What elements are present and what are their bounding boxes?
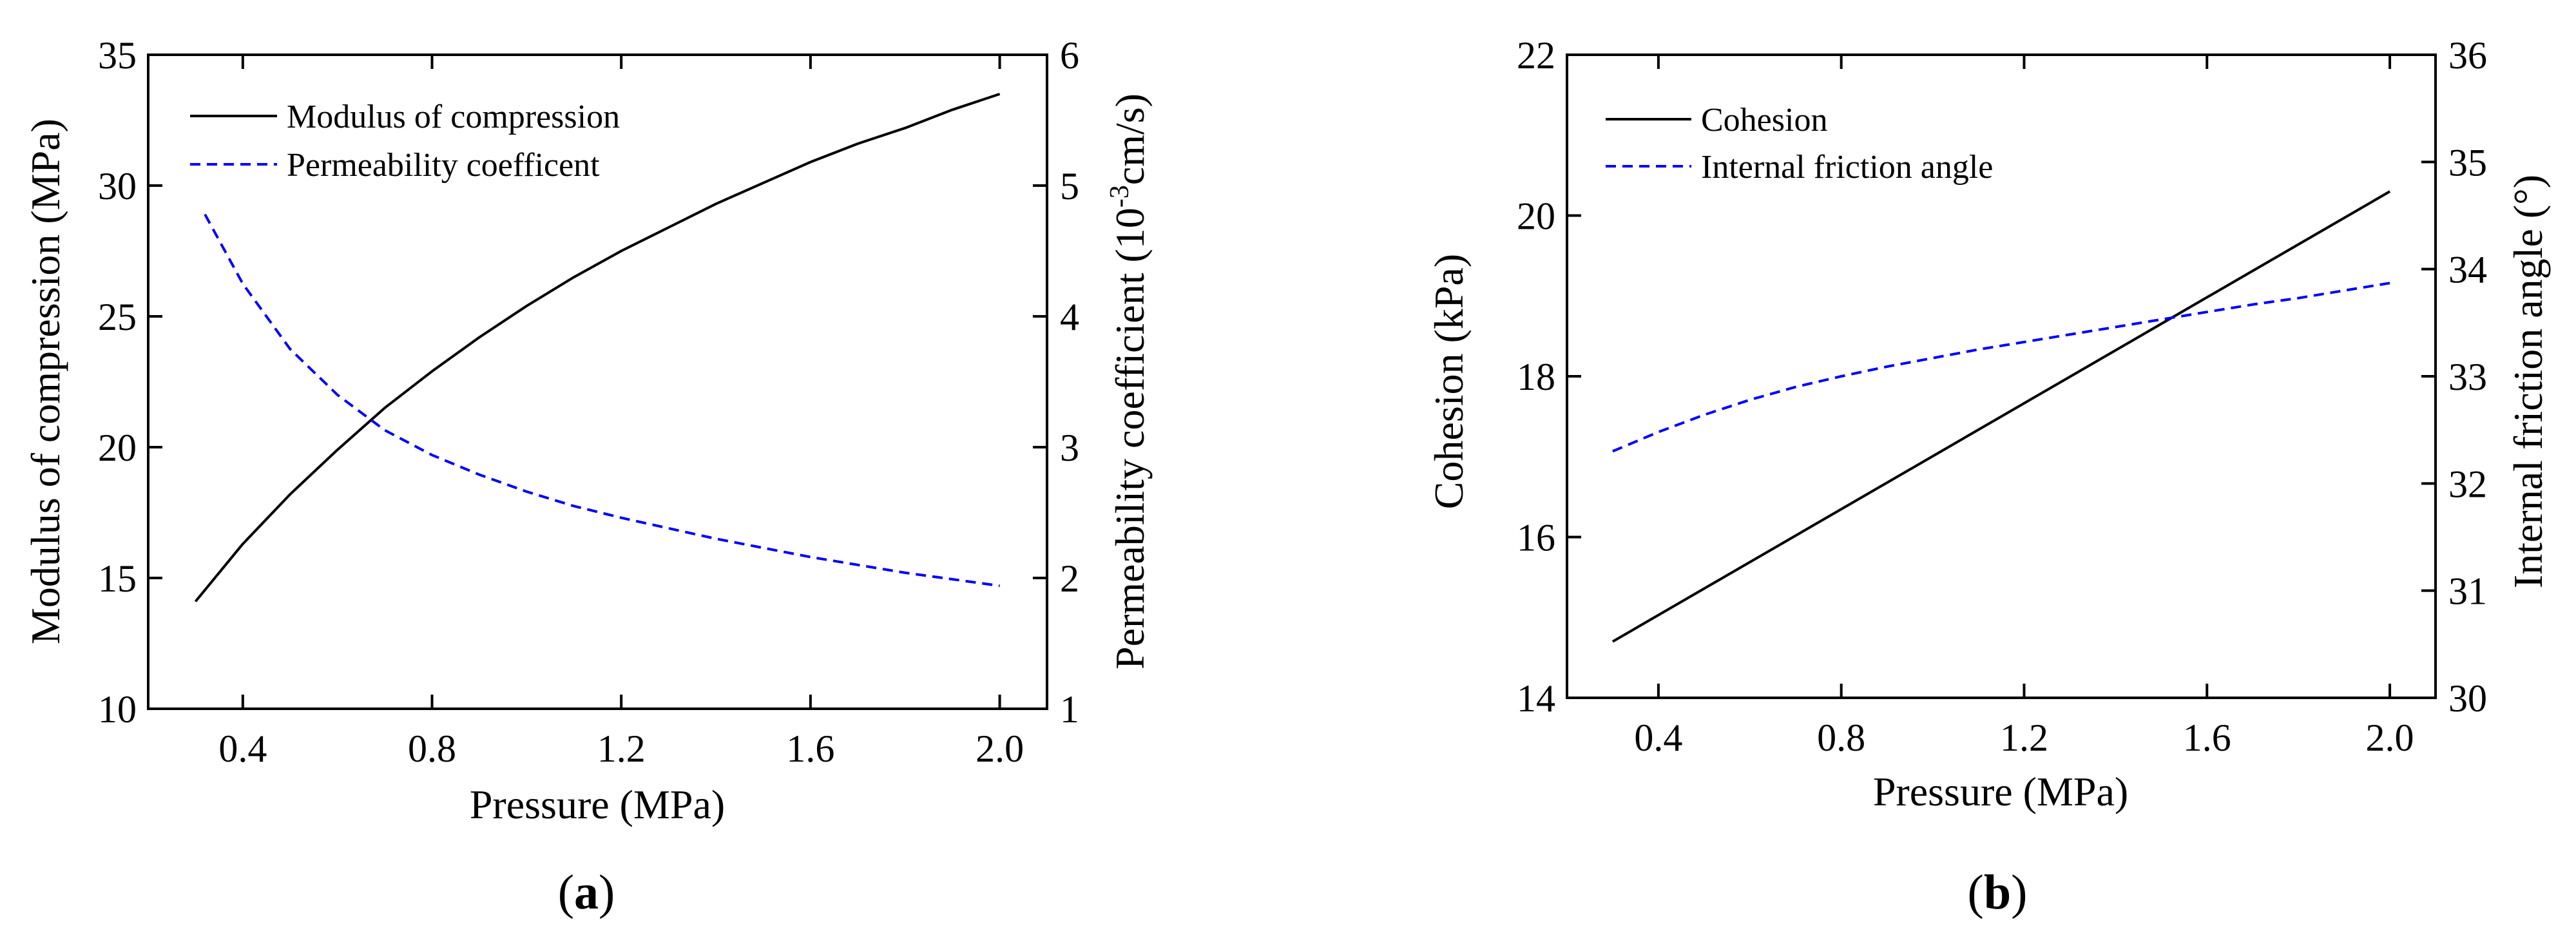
- series-layer-b: [1611, 190, 2391, 643]
- y2-axis-label-a: Permeability coefficient (10-3cm/s): [1105, 93, 1153, 669]
- series-line-b-0: [1611, 190, 2391, 643]
- x-tick-label-a-3: 1.6: [786, 727, 834, 770]
- y-tick-label-a-2: 20: [98, 427, 137, 469]
- panel-caption-b: (b): [1968, 865, 2028, 919]
- y2-label-a-sup: -3: [1105, 185, 1135, 207]
- caption-a-letter: a: [574, 865, 599, 919]
- x-tick-label-a-4: 2.0: [976, 727, 1024, 770]
- x-axis-label-a: Pressure (MPa): [470, 782, 725, 827]
- y-tick-label-b-0: 14: [1517, 677, 1555, 720]
- caption-a-close: ): [599, 865, 615, 919]
- legend-label-modulus: Modulus of compression: [287, 99, 620, 135]
- legend-b: Cohesion Internal friction angle: [1606, 102, 1993, 186]
- legend-label-friction: Internal friction angle: [1701, 149, 1993, 186]
- caption-b-open: (: [1968, 865, 1984, 919]
- y-tick-label-a-4: 30: [98, 165, 137, 207]
- tick-layer-b: 0.4 0.8 1.2 1.6 2.0 14 16 18 20 22 30 31 32 33 34 35 36: [1517, 34, 2487, 759]
- series-line-a-0: [194, 93, 1001, 602]
- y2-tick-label-a-0: 1: [1060, 688, 1079, 731]
- chart-panel-a: 0.4 0.8 1.2 1.6 2.0 10 15 20 25 30 35 1 2 3 4 5 6 Modulu…: [23, 34, 1153, 919]
- x-tick-label-b-4: 2.0: [2366, 717, 2414, 759]
- y-tick-label-a-0: 10: [98, 688, 137, 731]
- y2-tick-label-b-4: 34: [2448, 249, 2487, 291]
- series-line-b-1: [1612, 282, 2390, 453]
- y-tick-label-b-1: 16: [1517, 517, 1555, 559]
- y2-tick-label-b-5: 35: [2448, 141, 2487, 184]
- legend-label-permeability: Permeability coefficent: [287, 147, 600, 184]
- legend-a: Modulus of compression Permeability coef…: [190, 99, 620, 184]
- series-layer-a: [194, 93, 1001, 602]
- y2-axis-label-b: Internal friction angle (°): [2505, 175, 2551, 588]
- caption-a-open: (: [558, 865, 574, 919]
- y-tick-label-b-4: 22: [1517, 34, 1555, 77]
- chart-panel-b: 0.4 0.8 1.2 1.6 2.0141618202230313233343536 …: [1426, 34, 2551, 919]
- x-tick-label-b-3: 1.6: [2183, 717, 2231, 759]
- y2-tick-label-b-3: 33: [2448, 356, 2487, 398]
- plot-frame-a: [147, 53, 1048, 710]
- y-tick-label-a-1: 15: [98, 557, 137, 600]
- y2-tick-label-b-2: 32: [2448, 463, 2487, 505]
- y2-tick-label-b-1: 31: [2448, 570, 2487, 613]
- y2-label-a-pre: Permeability coefficient (10: [1107, 207, 1153, 669]
- y-tick-label-a-3: 25: [98, 296, 137, 338]
- legend-label-cohesion: Cohesion: [1701, 102, 1827, 139]
- y2-tick-label-a-2: 3: [1060, 427, 1079, 469]
- x-tick-label-a-0: 0.4: [218, 727, 267, 770]
- caption-b-letter: b: [1984, 865, 2011, 919]
- series-line-a-1: [204, 213, 1000, 588]
- y2-label-a-post: cm/s): [1107, 93, 1153, 185]
- x-tick-label-a-2: 1.2: [597, 727, 646, 770]
- panel-caption-a: (a): [558, 865, 615, 919]
- y-axis-label-b: Cohesion (kPa): [1426, 254, 1472, 509]
- y2-tick-label-a-5: 6: [1060, 34, 1079, 77]
- x-tick-label-b-1: 0.8: [1817, 717, 1865, 759]
- x-tick-label-b-0: 0.4: [1634, 717, 1682, 759]
- y2-tick-label-b-0: 30: [2448, 677, 2487, 720]
- y-axis-label-a: Modulus of compression (MPa): [23, 119, 68, 644]
- y-tick-label-b-2: 18: [1517, 356, 1555, 398]
- y-tick-label-a-5: 35: [98, 34, 137, 77]
- y-tick-label-b-3: 20: [1517, 195, 1555, 238]
- tick-layer-a: 0.4 0.8 1.2 1.6 2.0 10 15 20 25 30 35 1 2 3 4 5 6: [98, 34, 1079, 770]
- x-axis-label-b: Pressure (MPa): [1873, 769, 2128, 814]
- caption-b-close: ): [2011, 865, 2027, 919]
- y2-tick-label-a-1: 2: [1060, 557, 1079, 600]
- y2-tick-label-a-4: 5: [1060, 165, 1079, 207]
- y2-tick-label-b-6: 36: [2448, 34, 2487, 77]
- x-tick-label-a-1: 0.8: [408, 727, 456, 770]
- x-tick-label-b-2: 1.2: [2000, 717, 2048, 759]
- plot-frame-b: [1566, 53, 2437, 699]
- y2-tick-label-a-3: 4: [1060, 296, 1079, 338]
